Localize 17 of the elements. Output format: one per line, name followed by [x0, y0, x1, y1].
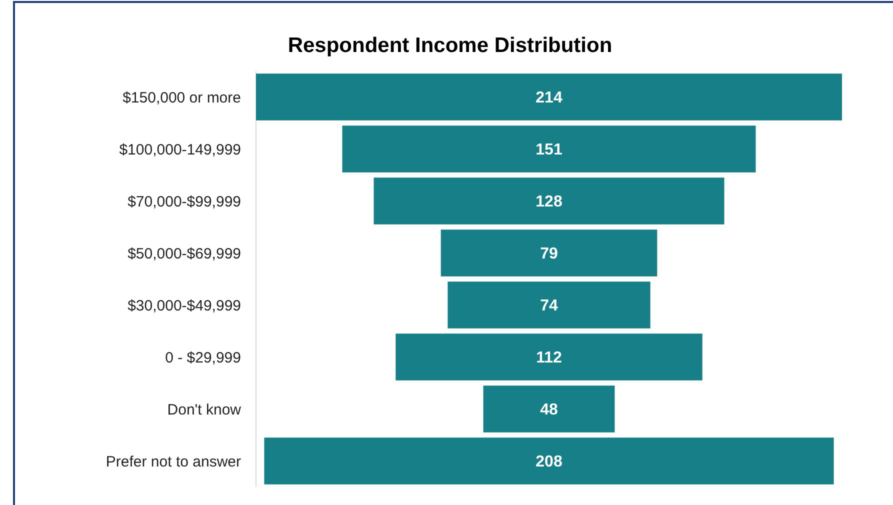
- category-label: 0 - $29,999: [165, 349, 241, 366]
- category-label: $100,000-149,999: [119, 141, 241, 158]
- data-label: 214: [536, 90, 562, 107]
- category-label: Prefer not to answer: [106, 453, 241, 470]
- category-label: $150,000 or more: [122, 89, 241, 106]
- category-label: $30,000-$49,999: [128, 297, 241, 314]
- data-label: 128: [536, 194, 562, 211]
- data-label: 208: [536, 454, 562, 471]
- category-label: Don't know: [167, 401, 242, 418]
- data-label: 151: [536, 142, 562, 159]
- data-label: 79: [540, 246, 558, 263]
- category-label: $70,000-$99,999: [128, 193, 241, 210]
- data-label: 48: [540, 402, 558, 419]
- category-label: $50,000-$69,999: [128, 245, 241, 262]
- data-label: 74: [540, 298, 558, 315]
- data-label: 112: [536, 350, 562, 367]
- text: Respondent Income Distribution: [288, 34, 612, 57]
